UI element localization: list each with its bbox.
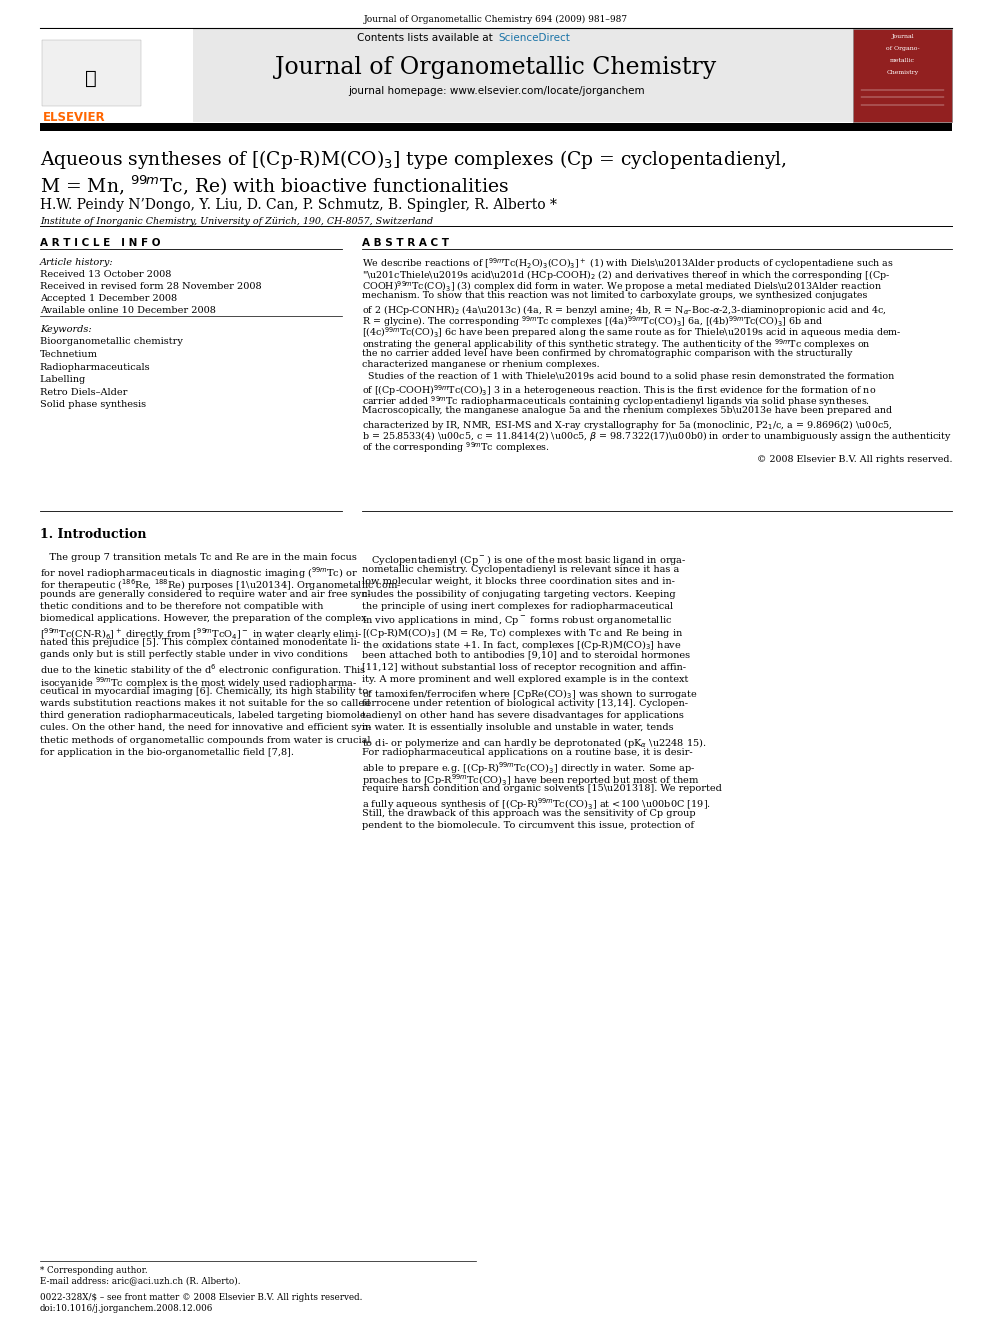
Text: 0022-328X/$ – see front matter © 2008 Elsevier B.V. All rights reserved.: 0022-328X/$ – see front matter © 2008 El… (40, 1293, 362, 1302)
Text: pendent to the biomolecule. To circumvent this issue, protection of: pendent to the biomolecule. To circumven… (362, 820, 694, 830)
Text: M = Mn, $^{99m}$Tc, Re) with bioactive functionalities: M = Mn, $^{99m}$Tc, Re) with bioactive f… (40, 173, 509, 197)
Text: nometallic chemistry. Cyclopentadienyl is relevant since it has a: nometallic chemistry. Cyclopentadienyl i… (362, 565, 680, 574)
Text: cludes the possibility of conjugating targeting vectors. Keeping: cludes the possibility of conjugating ta… (362, 590, 676, 598)
Text: ferrocene under retention of biological activity [13,14]. Cyclopen-: ferrocene under retention of biological … (362, 699, 688, 708)
Text: isocyanide $^{99m}$Tc complex is the most widely used radiopharma-: isocyanide $^{99m}$Tc complex is the mos… (40, 675, 357, 691)
Text: ceutical in myocardial imaging [6]. Chemically, its high stability to-: ceutical in myocardial imaging [6]. Chem… (40, 687, 371, 696)
Text: [$^{99m}$Tc(CN-R)$_6$]$^+$ directly from [$^{99m}$TcO$_4$]$^-$ in water clearly : [$^{99m}$Tc(CN-R)$_6$]$^+$ directly from… (40, 626, 362, 642)
Text: third generation radiopharmaceuticals, labeled targeting biomole-: third generation radiopharmaceuticals, l… (40, 712, 369, 720)
Text: thetic methods of organometallic compounds from water is crucial: thetic methods of organometallic compoun… (40, 736, 370, 745)
Text: Studies of the reaction of 1 with Thiele\u2019s acid bound to a solid phase resi: Studies of the reaction of 1 with Thiele… (362, 372, 895, 381)
Text: to di- or polymerize and can hardly be deprotonated (pK$_\alpha$ \u2248 15).: to di- or polymerize and can hardly be d… (362, 736, 706, 750)
Text: Solid phase synthesis: Solid phase synthesis (40, 400, 146, 409)
Text: been attached both to antibodies [9,10] and to steroidal hormones: been attached both to antibodies [9,10] … (362, 651, 690, 659)
Text: the no carrier added level have been confirmed by chromatographic comparison wit: the no carrier added level have been con… (362, 349, 852, 357)
Text: proaches to [Cp-R$^{99m}$Tc(CO)$_3$] have been reported but most of them: proaches to [Cp-R$^{99m}$Tc(CO)$_3$] hav… (362, 773, 699, 789)
Text: H.W. Peindy N’Dongo, Y. Liu, D. Can, P. Schmutz, B. Spingler, R. Alberto *: H.W. Peindy N’Dongo, Y. Liu, D. Can, P. … (40, 198, 557, 213)
Text: carrier added $^{99m}$Tc radiopharmaceuticals containing cyclopentadienyl ligand: carrier added $^{99m}$Tc radiopharmaceut… (362, 394, 870, 409)
Text: pounds are generally considered to require water and air free syn-: pounds are generally considered to requi… (40, 590, 370, 598)
Text: Macroscopically, the manganese analogue 5a and the rhenium complexes 5b\u2013e h: Macroscopically, the manganese analogue … (362, 406, 892, 415)
Text: Radiopharmaceuticals: Radiopharmaceuticals (40, 363, 151, 372)
Text: require harsh condition and organic solvents [15\u201318]. We reported: require harsh condition and organic solv… (362, 785, 722, 794)
Text: ScienceDirect: ScienceDirect (498, 33, 569, 44)
Text: [11,12] without substantial loss of receptor recognition and affin-: [11,12] without substantial loss of rece… (362, 663, 686, 672)
Text: © 2008 Elsevier B.V. All rights reserved.: © 2008 Elsevier B.V. All rights reserved… (757, 455, 952, 464)
Text: * Corresponding author.: * Corresponding author. (40, 1266, 147, 1275)
Text: wards substitution reactions makes it not suitable for the so called: wards substitution reactions makes it no… (40, 699, 370, 708)
Bar (853, 29, 952, 122)
Text: of the corresponding $^{99m}$Tc complexes.: of the corresponding $^{99m}$Tc complexe… (362, 441, 550, 455)
Text: 🌳: 🌳 (85, 69, 97, 87)
Text: Article history:: Article history: (40, 258, 113, 267)
Text: E-mail address: aric@aci.uzh.ch (R. Alberto).: E-mail address: aric@aci.uzh.ch (R. Albe… (40, 1277, 240, 1286)
Text: Keywords:: Keywords: (40, 325, 91, 335)
Bar (42, 40, 141, 106)
Text: Journal of Organometallic Chemistry 694 (2009) 981–987: Journal of Organometallic Chemistry 694 … (364, 15, 628, 24)
Text: Journal of Organometallic Chemistry: Journal of Organometallic Chemistry (276, 56, 716, 78)
Text: able to prepare e.g. [(Cp-R)$^{99m}$Tc(CO)$_3$] directly in water. Some ap-: able to prepare e.g. [(Cp-R)$^{99m}$Tc(C… (362, 759, 695, 775)
Text: for application in the bio-organometallic field [7,8].: for application in the bio-organometalli… (40, 747, 294, 757)
Text: Received 13 October 2008: Received 13 October 2008 (40, 270, 171, 279)
Text: of [(Cp-COOH)$^{99m}$Tc(CO)$_3$] 3 in a heterogeneous reaction. This is the firs: of [(Cp-COOH)$^{99m}$Tc(CO)$_3$] 3 in a … (362, 384, 876, 398)
Text: 1. Introduction: 1. Introduction (40, 528, 146, 541)
Text: R = glycine). The corresponding $^{99m}$Tc complexes [(4a)$^{99m}$Tc(CO)$_3$] 6a: R = glycine). The corresponding $^{99m}$… (362, 315, 823, 329)
Text: a fully aqueous synthesis of [(Cp-R)$^{99m}$Tc(CO)$_3$] at <100 \u00b0C [19].: a fully aqueous synthesis of [(Cp-R)$^{9… (362, 796, 711, 812)
Text: Retro Diels–Alder: Retro Diels–Alder (40, 388, 127, 397)
Text: The group 7 transition metals Tc and Re are in the main focus: The group 7 transition metals Tc and Re … (40, 553, 356, 562)
Text: Received in revised form 28 November 2008: Received in revised form 28 November 200… (40, 282, 261, 291)
Text: For radiopharmaceutical applications on a routine base, it is desir-: For radiopharmaceutical applications on … (362, 747, 692, 757)
Text: Technetium: Technetium (40, 349, 97, 359)
Text: [(4c)$^{99m}$Tc(CO)$_3$] 6c have been prepared along the same route as for Thiel: [(4c)$^{99m}$Tc(CO)$_3$] 6c have been pr… (362, 325, 902, 340)
Text: Journal: Journal (892, 34, 914, 40)
Text: Labelling: Labelling (40, 374, 86, 384)
Text: Available online 10 December 2008: Available online 10 December 2008 (40, 306, 215, 315)
Text: characterized by IR, NMR, ESI-MS and X-ray crystallography for 5a (monoclinic, P: characterized by IR, NMR, ESI-MS and X-r… (362, 418, 893, 431)
Text: b = 25.8533(4) \u00c5, c = 11.8414(2) \u00c5, $\beta$ = 98.7322(17)\u00b0) in or: b = 25.8533(4) \u00c5, c = 11.8414(2) \u… (362, 430, 951, 443)
Text: of Organo-: of Organo- (886, 46, 920, 52)
Text: for novel radiopharmaceuticals in diagnostic imaging ($^{99m}$Tc) or: for novel radiopharmaceuticals in diagno… (40, 565, 357, 581)
Text: for therapeutic ($^{186}$Re, $^{188}$Re) purposes [1\u20134]. Organometallic com: for therapeutic ($^{186}$Re, $^{188}$Re)… (40, 577, 401, 593)
Text: journal homepage: www.elsevier.com/locate/jorganchem: journal homepage: www.elsevier.com/locat… (347, 86, 645, 97)
Text: ity. A more prominent and well explored example is in the context: ity. A more prominent and well explored … (362, 675, 688, 684)
Text: Institute of Inorganic Chemistry, University of Zürich, 190, CH-8057, Switzerlan: Institute of Inorganic Chemistry, Univer… (40, 217, 433, 226)
Bar (193, 29, 853, 122)
Text: thetic conditions and to be therefore not compatible with: thetic conditions and to be therefore no… (40, 602, 323, 611)
Text: biomedical applications. However, the preparation of the complex: biomedical applications. However, the pr… (40, 614, 366, 623)
Bar (40, 123, 952, 131)
Bar (40, 29, 193, 122)
Text: Bioorganometallic chemistry: Bioorganometallic chemistry (40, 337, 183, 347)
Text: in vivo applications in mind, Cp$^-$ forms robust organometallic: in vivo applications in mind, Cp$^-$ for… (362, 614, 673, 627)
Text: the principle of using inert complexes for radiopharmaceutical: the principle of using inert complexes f… (362, 602, 674, 611)
Text: "\u201cThiele\u2019s acid\u201d (HCp-COOH)$_2$ (2) and derivatives thereof in wh: "\u201cThiele\u2019s acid\u201d (HCp-COO… (362, 269, 891, 282)
Text: in water. It is essentially insoluble and unstable in water, tends: in water. It is essentially insoluble an… (362, 724, 674, 733)
Text: due to the kinetic stability of the d$^6$ electronic configuration. This: due to the kinetic stability of the d$^6… (40, 663, 366, 679)
Text: low molecular weight, it blocks three coordination sites and in-: low molecular weight, it blocks three co… (362, 577, 675, 586)
Text: ELSEVIER: ELSEVIER (43, 111, 105, 124)
Text: mechanism. To show that this reaction was not limited to carboxylate groups, we : mechanism. To show that this reaction wa… (362, 291, 867, 300)
Text: the oxidations state +1. In fact, complexes [(Cp-R)M(CO)$_3$] have: the oxidations state +1. In fact, comple… (362, 638, 682, 652)
Text: Accepted 1 December 2008: Accepted 1 December 2008 (40, 294, 177, 303)
Text: Cyclopentadienyl (Cp$^-$) is one of the most basic ligand in orga-: Cyclopentadienyl (Cp$^-$) is one of the … (362, 553, 686, 568)
Text: COOH)$^{99m}$Tc(CO)$_3$] (3) complex did form in water. We propose a metal media: COOH)$^{99m}$Tc(CO)$_3$] (3) complex did… (362, 279, 882, 294)
Text: Contents lists available at: Contents lists available at (357, 33, 496, 44)
Text: nated this prejudice [5]. This complex contained monodentate li-: nated this prejudice [5]. This complex c… (40, 638, 360, 647)
Text: metallic: metallic (890, 58, 916, 64)
Text: gands only but is still perfectly stable under in vivo conditions: gands only but is still perfectly stable… (40, 651, 347, 659)
Text: We describe reactions of [$^{99m}$Tc(H$_2$O)$_3$(CO)$_3$]$^+$ (1) with Diels\u20: We describe reactions of [$^{99m}$Tc(H$_… (362, 257, 894, 271)
Text: A R T I C L E   I N F O: A R T I C L E I N F O (40, 238, 160, 249)
Text: Still, the drawback of this approach was the sensitivity of Cp group: Still, the drawback of this approach was… (362, 808, 695, 818)
Text: [(Cp-R)M(CO)$_3$] (M = Re, Tc) complexes with Tc and Re being in: [(Cp-R)M(CO)$_3$] (M = Re, Tc) complexes… (362, 626, 683, 640)
Text: of tamoxifen/ferrocifen where [CpRe(CO)$_3$] was shown to surrogate: of tamoxifen/ferrocifen where [CpRe(CO)$… (362, 687, 698, 701)
Text: A B S T R A C T: A B S T R A C T (362, 238, 449, 249)
Text: onstrating the general applicability of this synthetic strategy. The authenticit: onstrating the general applicability of … (362, 337, 871, 352)
Text: cules. On the other hand, the need for innovative and efficient syn-: cules. On the other hand, the need for i… (40, 724, 371, 733)
Text: tadienyl on other hand has severe disadvantages for applications: tadienyl on other hand has severe disadv… (362, 712, 683, 720)
Text: doi:10.1016/j.jorganchem.2008.12.006: doi:10.1016/j.jorganchem.2008.12.006 (40, 1304, 213, 1314)
Text: Aqueous syntheses of [(Cp-R)M(CO)$_3$] type complexes (Cp = cyclopentadienyl,: Aqueous syntheses of [(Cp-R)M(CO)$_3$] t… (40, 148, 787, 171)
Text: of 2 (HCp-CONHR)$_2$ (4a\u2013c) (4a, R = benzyl amine; 4b, R = N$_\alpha$-Boc-$: of 2 (HCp-CONHR)$_2$ (4a\u2013c) (4a, R … (362, 303, 887, 316)
Text: Chemistry: Chemistry (887, 70, 919, 75)
Text: characterized manganese or rhenium complexes.: characterized manganese or rhenium compl… (362, 360, 600, 369)
